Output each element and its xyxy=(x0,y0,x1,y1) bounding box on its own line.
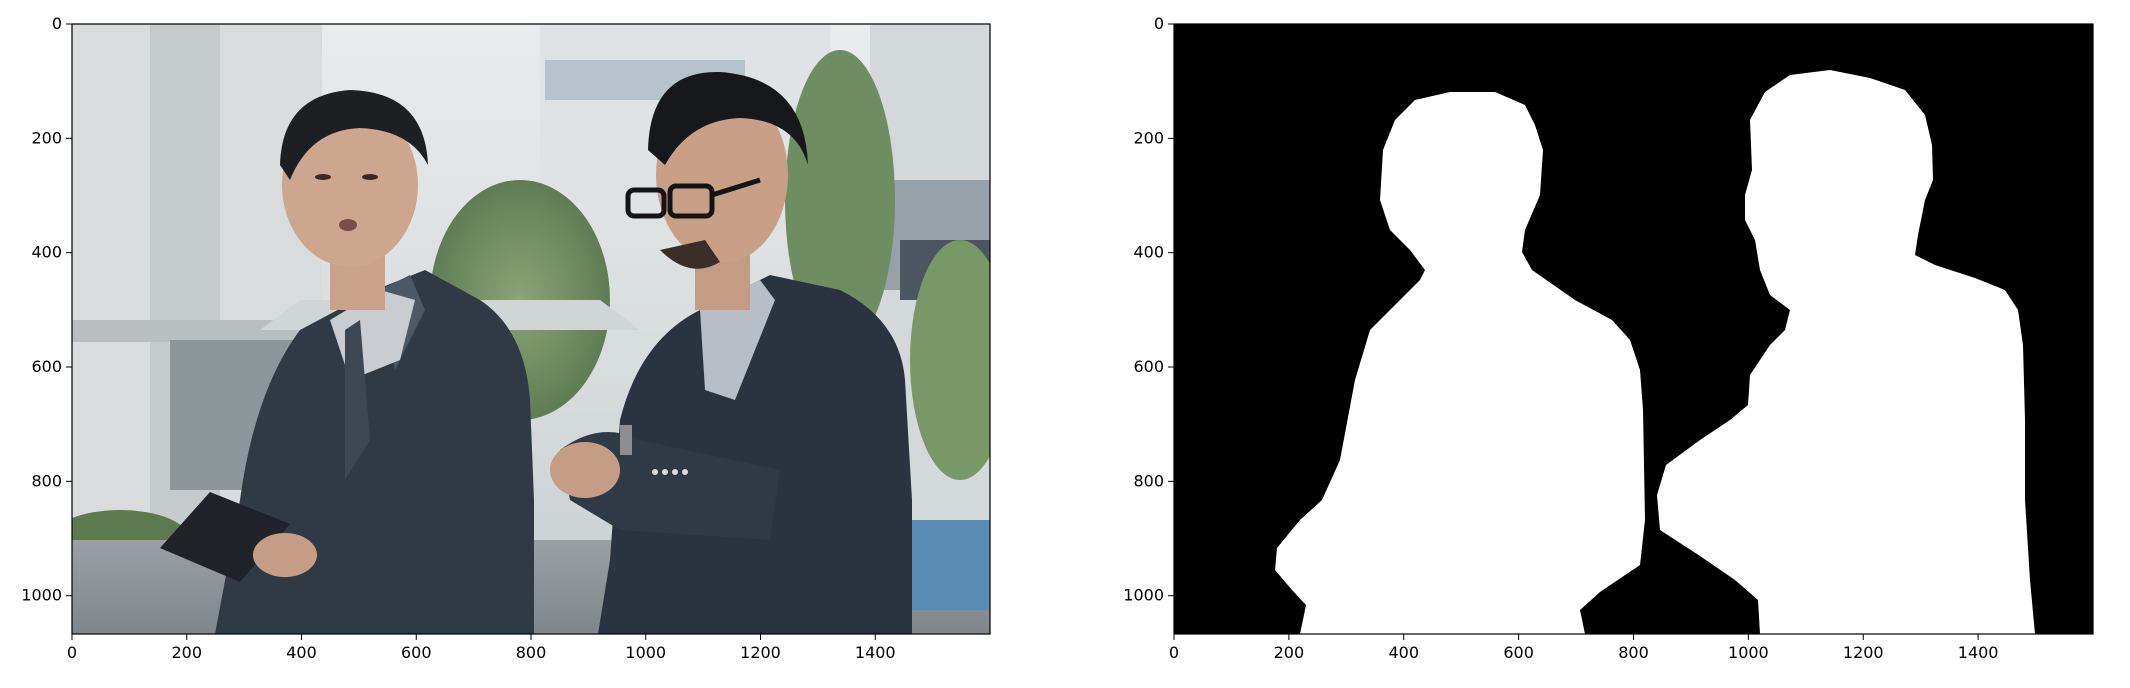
mask-x-tick-label: 1200 xyxy=(1843,643,1884,662)
mask-y-tick-label: 1000 xyxy=(1123,586,1164,605)
right-person xyxy=(550,71,912,634)
photo-x-tick-label: 1200 xyxy=(740,643,781,662)
mask-x-tick-label: 200 xyxy=(1274,643,1305,662)
photo-image xyxy=(72,24,990,634)
mask-y-tick-label: 0 xyxy=(1154,14,1164,33)
photo-x-tick-label: 200 xyxy=(171,643,202,662)
photo-x-tick-label: 1400 xyxy=(855,643,896,662)
mask-y-tick-label: 800 xyxy=(1133,471,1164,490)
mask-y-tick-label: 400 xyxy=(1133,243,1164,262)
mask-x-tick-label: 800 xyxy=(1618,643,1649,662)
mask-left-person xyxy=(1275,92,1645,634)
photo-x-tick-label: 600 xyxy=(401,643,432,662)
photo-y-tick-label: 400 xyxy=(31,243,62,262)
mask-y-tick-label: 200 xyxy=(1133,128,1164,147)
mask-image xyxy=(1174,24,2093,634)
photo-x-tick-label: 1000 xyxy=(625,643,666,662)
mask-x-tick-label: 600 xyxy=(1503,643,1534,662)
photo-y-tick-label: 1000 xyxy=(21,586,62,605)
photo-y-tick-label: 800 xyxy=(31,471,62,490)
photo-x-tick-label: 0 xyxy=(67,643,77,662)
photo-x-tick-label: 400 xyxy=(286,643,317,662)
photo-x-tick-label: 800 xyxy=(516,643,547,662)
photo-y-tick-label: 200 xyxy=(31,128,62,147)
mask-x-tick-label: 1000 xyxy=(1728,643,1769,662)
mask-x-tick-label: 1400 xyxy=(1958,643,1999,662)
mask-x-tick-label: 400 xyxy=(1388,643,1419,662)
mask-y-tick-label: 600 xyxy=(1133,357,1164,376)
left-person xyxy=(160,90,534,634)
mask-panel xyxy=(1173,23,2094,635)
mask-right-person xyxy=(1657,70,2035,634)
mask-x-tick-label: 0 xyxy=(1169,643,1179,662)
photo-panel xyxy=(71,23,991,635)
photo-y-tick-label: 600 xyxy=(31,357,62,376)
photo-y-tick-label: 0 xyxy=(52,14,62,33)
